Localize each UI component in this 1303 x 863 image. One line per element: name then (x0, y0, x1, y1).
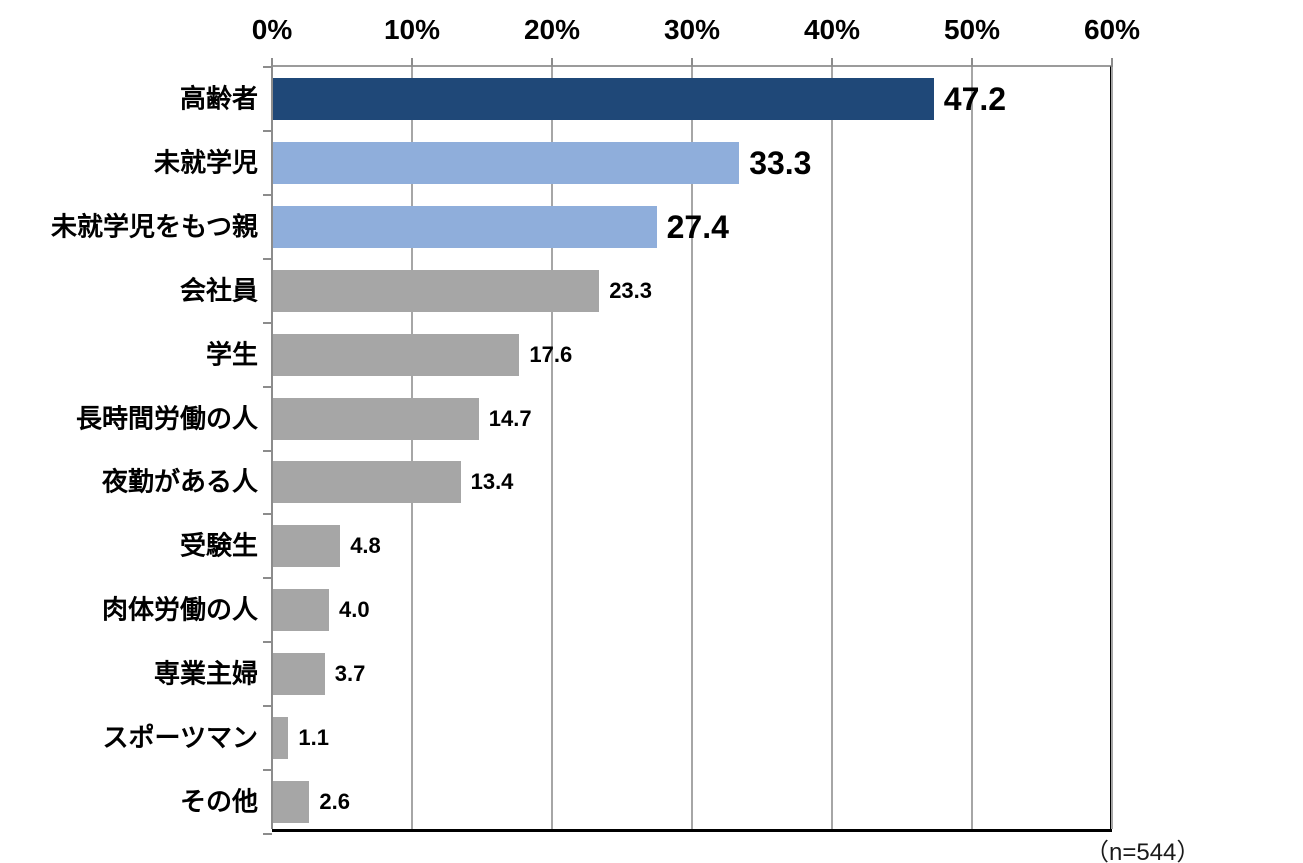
bar-1 (273, 77, 934, 120)
bar-2 (273, 141, 740, 184)
y-axis-tick-mark (263, 129, 272, 132)
category-label: 専業主婦 (153, 658, 258, 689)
gridline (691, 67, 693, 829)
bar-value-label: 47.2 (943, 80, 1007, 117)
bar-value-label: 3.7 (334, 661, 366, 687)
x-axis-tick-label: 0% (251, 14, 293, 45)
category-label: 学生 (205, 339, 258, 370)
category-label: 夜勤がある人 (101, 466, 258, 497)
bar-4 (273, 269, 600, 312)
bar-value-label: 4.8 (350, 533, 381, 559)
bar-8 (273, 525, 341, 568)
category-label: 未就学児 (153, 147, 258, 178)
gridline (411, 67, 413, 829)
x-axis-tick-label: 20% (523, 14, 581, 45)
y-axis-tick-mark (263, 513, 272, 516)
bar-value-label: 17.6 (529, 341, 573, 367)
bar-value-label: 33.3 (749, 144, 812, 181)
y-axis-tick-mark (263, 385, 272, 388)
gridline (551, 67, 553, 829)
x-axis-tick-label: 40% (803, 14, 861, 45)
y-axis-line (271, 60, 273, 829)
bar-10 (273, 653, 325, 696)
bar-value-label: 1.1 (298, 725, 329, 751)
y-axis-tick-mark (263, 257, 272, 260)
bar-value-label: 14.7 (488, 405, 532, 431)
sample-size-note: （n=544） (1085, 839, 1201, 863)
bar-7 (273, 461, 461, 504)
y-axis-tick-mark (263, 193, 272, 196)
x-axis-tick-mark (831, 58, 833, 67)
x-axis-tick-mark (691, 58, 693, 67)
gridline (831, 67, 833, 829)
bar-value-label: 4.0 (339, 597, 370, 623)
y-axis-tick-mark (263, 833, 272, 835)
x-axis-tick-label: 60% (1083, 14, 1141, 45)
x-axis-tick-mark (1111, 58, 1113, 67)
category-label: 未就学児をもつ親 (51, 211, 258, 242)
bar-12 (273, 781, 310, 824)
y-axis-tick-mark (263, 705, 272, 708)
category-label: 会社員 (179, 275, 258, 306)
x-axis-tick-mark (411, 58, 413, 67)
y-axis-tick-mark (263, 577, 272, 580)
bar-9 (273, 589, 329, 632)
x-axis-tick-mark (551, 58, 553, 67)
bar-value-label: 27.4 (666, 208, 729, 245)
y-axis-tick-mark (263, 641, 272, 644)
category-label: 肉体労働の人 (101, 594, 258, 625)
category-label: 受験生 (179, 530, 258, 561)
bar-6 (273, 397, 479, 440)
bar-5 (273, 333, 520, 376)
bar-value-label: 23.3 (609, 277, 653, 303)
bar-value-label: 13.4 (470, 469, 514, 495)
x-axis-tick-label: 10% (383, 14, 441, 45)
bar-value-label: 2.6 (319, 789, 350, 815)
x-axis-tick-mark (971, 58, 973, 67)
x-axis-tick-label: 50% (943, 14, 1001, 45)
bar-11 (273, 717, 289, 760)
category-label: その他 (179, 786, 258, 817)
y-axis-tick-mark (263, 449, 272, 452)
bar-3 (273, 205, 657, 248)
category-label: 長時間労働の人 (75, 403, 258, 434)
category-label: スポーツマン (102, 722, 258, 753)
plot-area: 47.2 33.3 27.4 23.3 17.6 14.7 13.4 4.8 4.0 3.7 1.1… (263, 58, 1113, 835)
category-label: 高齢者 (179, 83, 258, 114)
gridline (1111, 67, 1113, 829)
gridline (971, 67, 973, 829)
x-axis-tick-label: 30% (663, 14, 721, 45)
x-axis-tick-mark (271, 58, 273, 67)
y-axis-tick-mark (263, 769, 272, 772)
y-axis-tick-mark (263, 321, 272, 324)
y-axis-tick-mark (263, 66, 272, 68)
